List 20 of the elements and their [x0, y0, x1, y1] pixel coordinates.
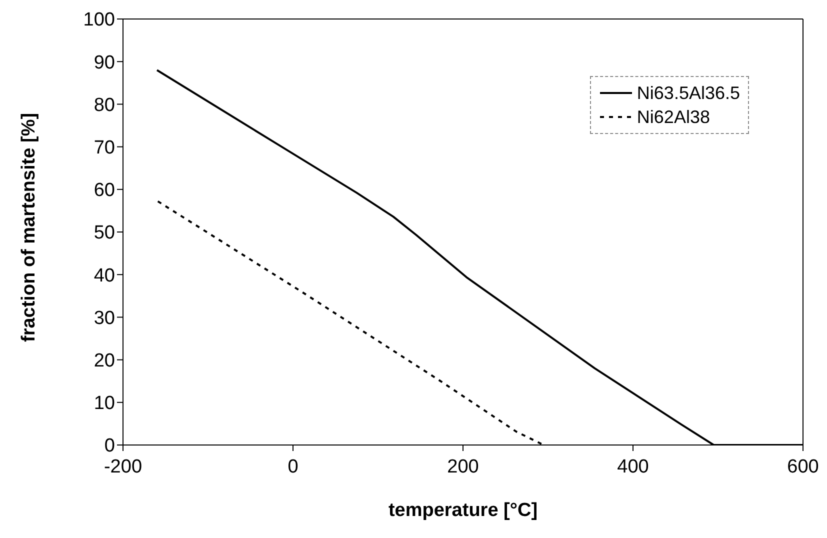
- y-tick-label: 50: [94, 222, 115, 244]
- y-tick-label: 0: [104, 436, 115, 457]
- y-tick-label: 30: [94, 308, 115, 329]
- y-tick-label: 10: [94, 393, 115, 414]
- x-tick-label: -200: [104, 456, 142, 478]
- x-tick-label: 200: [447, 456, 479, 478]
- y-tick-label: 90: [94, 52, 115, 74]
- legend-label: Ni62Al38: [636, 106, 710, 129]
- x-tick-label: 0: [288, 456, 298, 478]
- y-tick-label: 20: [94, 350, 115, 372]
- x-tick-label: 600: [787, 456, 819, 478]
- y-axis-title: fraction of martensite [%]: [18, 112, 40, 342]
- y-tick-label: 60: [94, 180, 115, 202]
- y-tick-label: 80: [94, 94, 115, 116]
- y-tick-label: 40: [94, 265, 115, 286]
- x-axis-title: temperature [°C]: [388, 500, 538, 521]
- y-tick-label: 70: [94, 138, 115, 159]
- y-tick-label: 100: [83, 10, 115, 31]
- x-tick-label: 400: [617, 456, 649, 478]
- legend-label: Ni63.5Al36.5: [636, 82, 740, 105]
